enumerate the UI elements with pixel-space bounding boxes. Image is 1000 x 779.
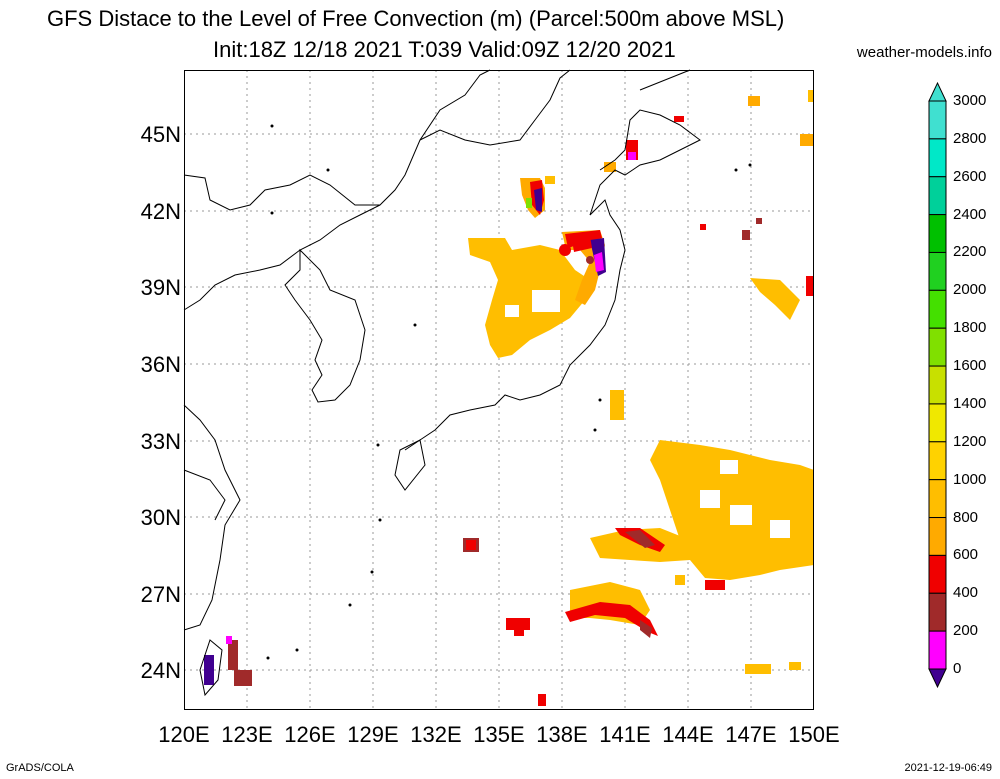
- colorbar-label: 200: [953, 622, 979, 640]
- lon-label-138e: 138E: [536, 722, 588, 747]
- colorbar-segment: [928, 214, 947, 253]
- colorbar-label: 1800: [953, 319, 987, 337]
- lon-label-144e: 144E: [662, 722, 714, 747]
- lat-label-33n: 33N: [140, 429, 181, 454]
- colorbar-top-arrow: [928, 81, 947, 102]
- coastlines: [183, 69, 701, 697]
- source-label: weather-models.info: [856, 44, 992, 61]
- lat-label-24n: 24N: [140, 658, 181, 683]
- colorbar-segment: [928, 479, 947, 519]
- lat-label-30n: 30N: [140, 505, 181, 530]
- colorbar-segment: [928, 289, 947, 329]
- colorbar-segment: [928, 592, 947, 632]
- colorbar-label: 600: [953, 546, 979, 564]
- colorbar-segment: [928, 176, 947, 216]
- colorbar-label: 2200: [953, 243, 987, 261]
- colorbar-label: 2400: [953, 205, 987, 223]
- colorbar-label: 400: [953, 584, 979, 602]
- lat-label-36n: 36N: [140, 352, 181, 377]
- colorbar-label: 2000: [953, 281, 987, 299]
- lon-label-123e: 123E: [221, 722, 273, 747]
- colorbar-label: 1000: [953, 470, 987, 488]
- colorbar-label: 2600: [953, 167, 987, 185]
- lon-label-147e: 147E: [725, 722, 777, 747]
- colorbar-label: 800: [953, 508, 979, 526]
- lat-label-39n: 39N: [140, 275, 181, 300]
- lon-label-120e: 120E: [158, 722, 210, 747]
- title-line-1: GFS Distace to the Level of Free Convect…: [47, 6, 785, 31]
- lon-label-141e: 141E: [599, 722, 651, 747]
- colorbar-label: 0: [953, 660, 962, 677]
- colorbar-segment: [928, 554, 947, 594]
- lon-label-126e: 126E: [284, 722, 336, 747]
- colorbar-segment: [928, 403, 947, 443]
- lon-label-129e: 129E: [347, 722, 399, 747]
- colorbar-label: 1200: [953, 432, 987, 450]
- field-japan-sea: [468, 238, 590, 358]
- lfc-field: [204, 90, 814, 706]
- colorbar-segment: [928, 630, 947, 670]
- colorbar-segment: [928, 100, 947, 140]
- footer-right: 2021-12-19-06:49: [904, 762, 992, 774]
- lat-label-45n: 45N: [140, 122, 181, 147]
- colorbar-label: 2800: [953, 129, 987, 147]
- footer-left: GrADS/COLA: [6, 762, 74, 774]
- islands: [266, 124, 752, 660]
- gridlines: [184, 70, 814, 710]
- colorbar-segment: [928, 251, 947, 291]
- colorbar-segment: [928, 517, 947, 556]
- map-frame: [184, 70, 814, 710]
- colorbar-segment: [928, 365, 947, 405]
- colorbar-label: 1600: [953, 357, 987, 375]
- colorbar-label: 1400: [953, 394, 987, 412]
- lon-label-132e: 132E: [410, 722, 462, 747]
- lon-label-150e: 150E: [788, 722, 840, 747]
- title-line-2: Init:18Z 12/18 2021 T:039 Valid:09Z 12/2…: [213, 37, 676, 62]
- colorbar-label: 3000: [953, 92, 987, 109]
- colorbar-segment: [928, 441, 947, 481]
- colorbar-segment: [928, 138, 947, 178]
- colorbar-segment: [928, 327, 947, 367]
- lat-label-42n: 42N: [140, 199, 181, 224]
- lon-label-135e: 135E: [473, 722, 525, 747]
- lat-label-27n: 27N: [140, 582, 181, 607]
- colorbar-bottom-arrow: [928, 668, 947, 689]
